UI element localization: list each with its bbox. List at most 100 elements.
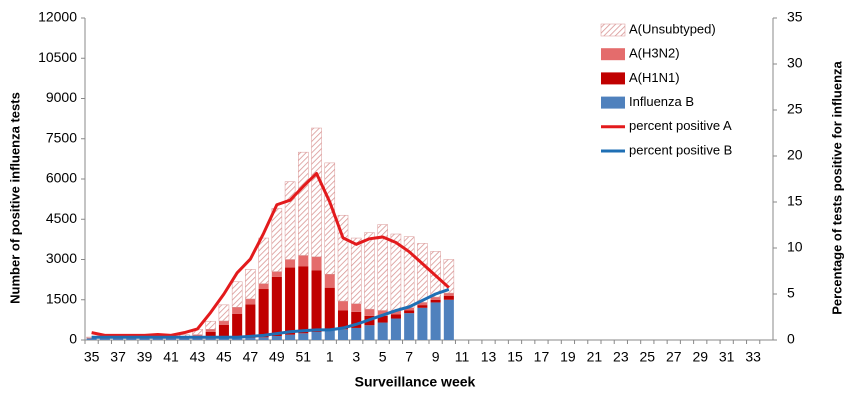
bar-segment — [285, 267, 296, 335]
legend-swatch — [601, 48, 625, 61]
y2-tick-label: 0 — [787, 331, 795, 347]
line-series — [91, 171, 450, 337]
bar-segment — [258, 289, 269, 338]
legend-swatch — [601, 96, 625, 109]
bar-segment — [417, 243, 428, 303]
bar-segment — [430, 302, 441, 340]
bar-segment — [337, 214, 349, 302]
y2-tick-label: 25 — [787, 101, 803, 117]
bar-segment — [152, 338, 163, 340]
y-tick-label: 1500 — [46, 290, 77, 306]
bar-segment — [404, 307, 415, 311]
y-tick-label: 9000 — [46, 89, 77, 105]
x-tick-label: 23 — [613, 349, 629, 365]
bar-segment — [271, 208, 283, 272]
bar-segment — [218, 338, 229, 340]
bar-segment — [205, 331, 216, 339]
bar-segment — [245, 337, 256, 340]
x-tick-label: 21 — [587, 349, 603, 365]
bar-segment — [232, 307, 243, 314]
bar-segment — [205, 329, 216, 332]
bar-segment — [364, 232, 375, 310]
bar-segment — [443, 295, 454, 300]
x-tick-label: 41 — [163, 349, 179, 365]
bar-segment — [443, 299, 454, 340]
y2-tick-label: 5 — [787, 285, 795, 301]
x-tick-label: 3 — [352, 349, 360, 365]
bar-segment — [377, 322, 388, 340]
bar-segment — [377, 224, 388, 311]
y2-tick-label: 35 — [787, 9, 803, 25]
bar-segment — [403, 236, 415, 309]
bar-segment — [351, 311, 362, 328]
line-series — [91, 287, 450, 339]
x-tick-label: 11 — [455, 349, 470, 365]
x-tick-label: 29 — [692, 349, 708, 365]
legend-label: A(H1N1) — [629, 70, 680, 85]
bar-segment — [271, 271, 282, 277]
x-tick-label: 25 — [640, 349, 656, 365]
bar-segment — [218, 320, 229, 325]
bar-segment — [377, 315, 388, 323]
x-tick-label: 47 — [243, 349, 259, 365]
y2-tick-label: 10 — [787, 239, 803, 255]
bar-segment — [232, 313, 243, 339]
bar-segment — [377, 310, 388, 316]
bar-segment — [390, 310, 401, 315]
x-tick-label: 49 — [269, 349, 285, 365]
bar-segment — [192, 334, 203, 336]
bar-segment — [417, 305, 428, 308]
bar-segment — [417, 302, 428, 306]
bar-segment — [271, 335, 282, 340]
bar-segment — [404, 313, 415, 340]
y-tick-label: 7500 — [46, 129, 77, 145]
bar-segment — [350, 237, 362, 305]
x-tick-label: 17 — [534, 349, 550, 365]
x-tick-label: 7 — [405, 349, 413, 365]
bar-segment — [258, 237, 269, 284]
bar-segment — [337, 301, 349, 311]
y-tick-label: 3000 — [46, 250, 77, 266]
x-tick-label: 51 — [296, 349, 312, 365]
bar-segment — [285, 259, 296, 268]
x-tick-label: 33 — [745, 349, 761, 365]
bar-segment — [113, 338, 124, 340]
bar-segment — [284, 181, 296, 260]
x-tick-label: 43 — [190, 349, 206, 365]
y2-tick-label: 20 — [787, 147, 803, 163]
bar-segment — [298, 266, 309, 334]
bar-segment — [298, 333, 309, 340]
x-tick-label: 13 — [481, 349, 497, 365]
bar-segment — [404, 310, 415, 314]
bar-segment — [245, 304, 256, 338]
x-tick-label: 31 — [719, 349, 735, 365]
bar-segment — [139, 338, 150, 340]
bar-segment — [205, 338, 216, 340]
bar-segment — [443, 293, 454, 296]
bar-segment — [351, 327, 362, 340]
x-tick-label: 45 — [216, 349, 232, 365]
bar-segment — [337, 329, 349, 340]
bar-segment — [324, 162, 336, 275]
bar-segment — [311, 270, 322, 332]
bar-segment — [324, 274, 335, 288]
bar-segment — [192, 338, 203, 340]
x-tick-label: 35 — [84, 349, 100, 365]
bar-segment — [417, 307, 428, 340]
legend-label: A(Unsubtyped) — [629, 21, 716, 36]
bar-segment — [443, 259, 455, 294]
y-axis-title: Number of positive influenza tests — [7, 92, 22, 304]
bar-segment — [311, 127, 322, 258]
x-tick-label: 1 — [326, 349, 334, 365]
x-tick-label: 9 — [432, 349, 440, 365]
bar-segment — [337, 310, 349, 330]
bar-segment — [218, 324, 229, 339]
x-tick-label: 19 — [560, 349, 576, 365]
legend-label: percent positive A — [629, 118, 732, 133]
bar-segment — [258, 283, 269, 290]
bar-segment — [324, 330, 335, 340]
y-tick-label: 10500 — [38, 49, 77, 65]
bar-segment — [430, 297, 441, 300]
y-tick-label: 12000 — [38, 9, 77, 25]
